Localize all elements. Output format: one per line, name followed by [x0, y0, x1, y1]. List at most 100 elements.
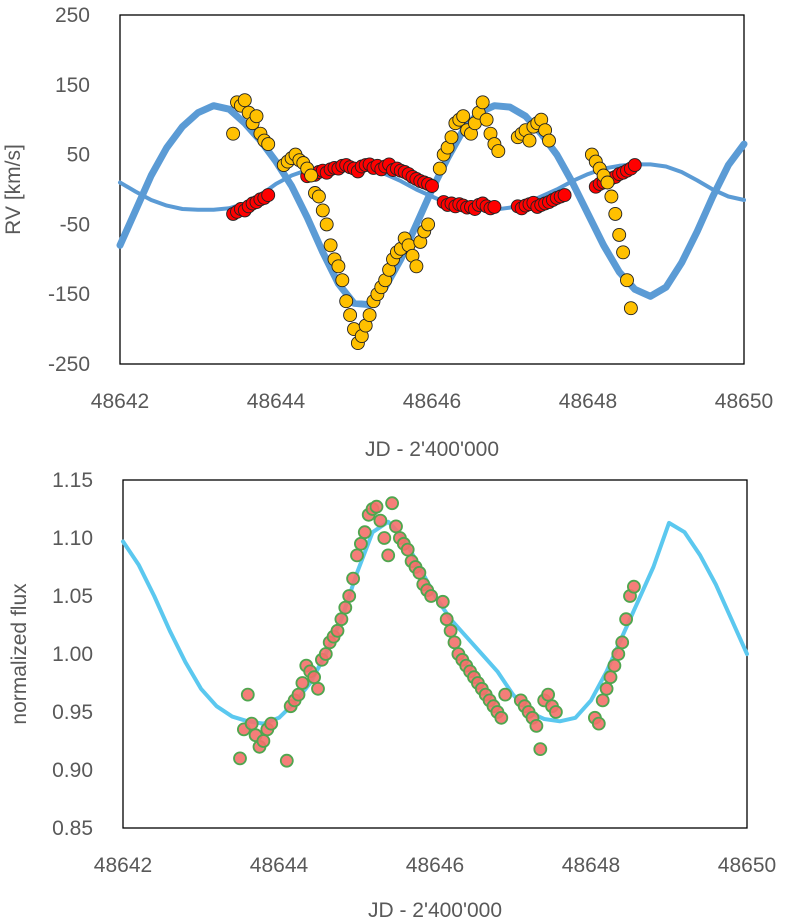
- y-tick-label: 1.05: [52, 585, 93, 608]
- data-point: [338, 600, 353, 615]
- data-point: [389, 519, 403, 534]
- y-tick-label: 1.00: [52, 643, 93, 666]
- data-point: [373, 513, 388, 528]
- data-point: [439, 612, 454, 627]
- y-axis-label: normalized flux: [8, 583, 31, 725]
- data-point: [541, 687, 555, 702]
- data-point: [311, 189, 326, 204]
- data-point: [304, 168, 319, 183]
- data-point: [264, 716, 279, 731]
- x-tick-label: 48644: [250, 854, 309, 877]
- data-point: [339, 294, 354, 309]
- data-point: [557, 188, 572, 203]
- y-tick-label: -150: [48, 283, 90, 306]
- data-point: [279, 753, 294, 768]
- data-point: [385, 496, 400, 511]
- data-point: [611, 647, 626, 661]
- data-point: [616, 245, 631, 260]
- data-point: [233, 751, 247, 766]
- data-point: [256, 734, 271, 748]
- y-tick-label: 1.15: [52, 469, 93, 492]
- data-point: [479, 112, 494, 127]
- data-point: [412, 565, 427, 580]
- data-point: [343, 308, 358, 323]
- data-point: [627, 579, 641, 594]
- data-point: [475, 95, 490, 110]
- y-tick-label: -50: [60, 213, 90, 236]
- data-point: [318, 647, 333, 661]
- data-point: [591, 716, 606, 731]
- data-point: [261, 188, 276, 203]
- y-tick-label: 0.95: [52, 701, 93, 724]
- x-tick-label: 48646: [403, 390, 461, 413]
- data-point: [244, 716, 259, 731]
- data-point: [350, 548, 364, 563]
- plot-frame: [122, 479, 748, 829]
- data-point: [291, 687, 306, 702]
- data-point: [377, 531, 392, 545]
- data-point: [240, 687, 255, 702]
- y-tick-label: 250: [55, 4, 90, 27]
- data-point: [319, 217, 334, 232]
- data-point: [357, 525, 372, 540]
- x-tick-label: 48648: [562, 854, 620, 877]
- data-point: [421, 217, 436, 232]
- data-point: [491, 144, 506, 159]
- x-tick-label: 48650: [718, 854, 776, 877]
- data-point: [529, 719, 544, 733]
- rv-panel: 48642 48644 48646 48648 48650 -250 -150 -50 50 15…: [2, 4, 773, 461]
- x-tick-label: 48642: [94, 854, 152, 877]
- data-point: [522, 133, 537, 148]
- data-point: [443, 623, 458, 638]
- y-tick-label: 1.10: [52, 527, 93, 550]
- data-point: [487, 199, 502, 214]
- data-point: [331, 259, 346, 274]
- x-axis-label: JD - 2'400'000: [368, 899, 502, 922]
- data-point: [335, 273, 350, 288]
- y-tick-label: 150: [55, 74, 90, 97]
- data-point: [237, 93, 252, 108]
- data-point: [444, 130, 459, 145]
- data-point: [623, 301, 638, 316]
- data-point: [599, 681, 614, 696]
- data-point: [295, 676, 310, 690]
- data-point: [400, 542, 415, 557]
- y-tick-label: 50: [67, 144, 90, 167]
- data-point: [603, 670, 618, 685]
- data-point: [346, 571, 361, 586]
- data-point: [620, 273, 634, 288]
- plot-frame: [119, 14, 745, 365]
- data-point: [615, 635, 630, 650]
- data-point: [494, 710, 509, 725]
- data-point: [595, 693, 610, 708]
- x-tick-label: 48648: [559, 390, 617, 413]
- y-tick-label: 0.90: [52, 759, 93, 782]
- data-point: [456, 109, 471, 124]
- data-point: [424, 589, 439, 603]
- model-curve-1: [121, 519, 749, 726]
- data-point: [409, 259, 424, 274]
- data-point: [330, 623, 345, 638]
- data-point: [323, 238, 338, 253]
- data-point: [334, 612, 349, 627]
- data-point: [612, 227, 627, 242]
- flux-panel: 48642 48644 48646 48648 48650 0.85 0.90 0.95 1.0…: [8, 469, 776, 922]
- data-point: [498, 687, 513, 702]
- data-point: [249, 109, 264, 124]
- data-point: [369, 499, 384, 514]
- y-tick-label: -250: [48, 353, 90, 376]
- data-point: [362, 308, 377, 323]
- data-point: [432, 161, 447, 176]
- data-point: [435, 594, 450, 609]
- data-point: [607, 658, 622, 673]
- data-point: [311, 681, 325, 696]
- x-tick-label: 48650: [715, 390, 773, 413]
- y-tick-label: 0.85: [52, 817, 93, 840]
- data-point: [353, 536, 368, 551]
- x-tick-label: 48646: [406, 854, 464, 877]
- data-point: [542, 133, 556, 148]
- x-axis-label: JD - 2'400'000: [365, 438, 499, 461]
- data-point: [533, 742, 548, 756]
- model-curve-2: [116, 102, 748, 309]
